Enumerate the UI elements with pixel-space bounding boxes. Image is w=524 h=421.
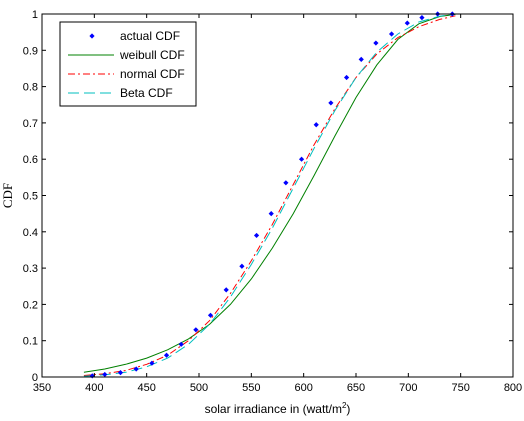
data-point [102, 371, 108, 378]
y-tick-label: 0.5 [23, 191, 38, 203]
data-point [404, 20, 410, 26]
data-point [313, 122, 319, 128]
legend-label-weibull-cdf: weibull CDF [119, 48, 185, 62]
data-point [178, 341, 184, 347]
data-point [419, 15, 425, 21]
y-axis-ticks: 0 0.1 0.2 0.3 0.4 0.5 0.6 0.7 0.8 0.9 1 [23, 9, 513, 384]
x-tick-label: 600 [294, 382, 312, 394]
series-line-weibull-cdf [83, 13, 456, 373]
legend-box [59, 21, 197, 107]
plot-markers [89, 11, 455, 379]
y-axis-label: CDF [0, 183, 15, 208]
x-tick-label: 800 [504, 382, 522, 394]
y-tick-label: 0.4 [23, 227, 38, 239]
x-tick-label: 650 [347, 382, 365, 394]
legend-label-beta-cdf: Beta CDF [120, 86, 173, 100]
x-tick-label: 400 [85, 382, 103, 394]
y-tick-label: 0.8 [23, 82, 38, 94]
data-point [223, 287, 229, 293]
x-tick-label: 750 [451, 382, 469, 394]
y-tick-label: 0.3 [23, 263, 38, 275]
x-tick-label: 450 [137, 382, 155, 394]
y-tick-label: 0.6 [23, 154, 38, 166]
x-tick-label: 700 [399, 382, 417, 394]
data-point [163, 352, 170, 358]
x-axis-label-superscript: 2 [342, 401, 347, 410]
x-tick-label: 500 [190, 382, 208, 394]
x-axis-ticks: 350 400 450 500 550 600 650 700 750 800 [33, 14, 522, 394]
y-tick-label: 0.2 [23, 299, 38, 311]
series-line-beta-cdf [83, 13, 456, 377]
series-line-normal-cdf [83, 15, 456, 376]
data-point [268, 211, 274, 217]
plot-lines [83, 13, 456, 377]
x-tick-label: 350 [33, 382, 51, 394]
data-point [328, 100, 334, 106]
data-point [253, 232, 260, 239]
legend-label-normal-cdf: normal CDF [120, 67, 185, 81]
legend-marker-actual-cdf [89, 33, 95, 39]
data-point [388, 31, 395, 37]
x-axis-label-text: solar irradiance in (watt/m [205, 402, 342, 416]
data-point [239, 263, 245, 269]
data-point [298, 156, 305, 162]
x-tick-label: 550 [242, 382, 260, 394]
x-axis-label-suffix: ) [346, 402, 350, 416]
data-point [343, 74, 350, 81]
legend-label-actual-cdf: actual CDF [120, 29, 180, 43]
data-point [193, 327, 199, 333]
data-point [149, 360, 155, 366]
x-axis-label: solar irradiance in (watt/m2) [205, 401, 351, 416]
y-tick-label: 0.9 [23, 45, 38, 57]
data-point [283, 180, 289, 186]
y-tick-label: 0 [32, 372, 38, 384]
legend: actual CDF weibull CDF normal CDF Beta CDF [59, 21, 197, 107]
y-tick-label: 1 [32, 9, 38, 21]
y-tick-label: 0.7 [23, 118, 38, 130]
data-point [133, 366, 139, 372]
data-point [373, 40, 379, 46]
y-tick-label: 0.1 [23, 336, 38, 348]
data-point [358, 56, 364, 62]
data-point [117, 370, 124, 376]
data-point [207, 312, 214, 318]
